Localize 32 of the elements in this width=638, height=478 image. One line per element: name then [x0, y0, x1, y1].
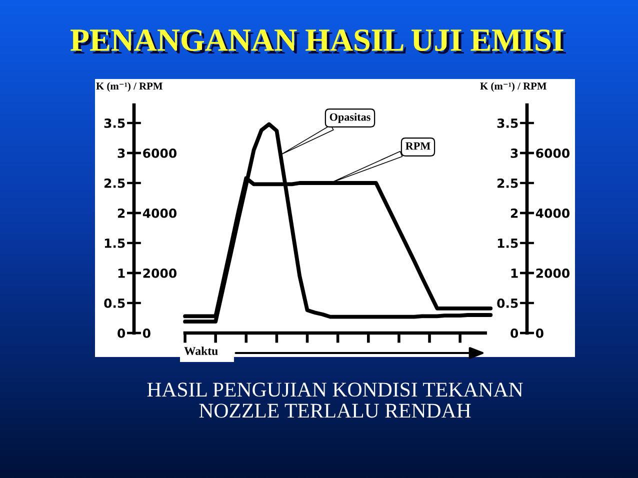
x-axis-title: Waktu: [184, 346, 218, 356]
line-series: [183, 122, 493, 324]
text: 0: [510, 328, 518, 338]
text: 2.5: [498, 178, 518, 188]
y-axis-title: K (m⁻¹) / RPM: [96, 82, 162, 92]
text: 0.5: [497, 298, 518, 308]
text: 3: [510, 148, 518, 158]
y-tick-label: 3.5: [104, 118, 125, 128]
y2-axis-title: K (m⁻¹) / RPM: [480, 82, 546, 92]
text: 1.5: [498, 238, 518, 248]
text: HASIL PENGUJIAN KONDISI TEKANAN NOZZLE TERLALU RENDAH: [147, 382, 523, 418]
text: 4000: [142, 208, 177, 218]
y-tick-label: 1.5: [104, 238, 125, 248]
y-tick-label: 3: [118, 148, 125, 158]
y-tick-label: 2.5: [104, 178, 125, 188]
chart-title: PENANGANAN HASIL UJI EMISI: [70, 30, 566, 54]
y2-tick-label: 6000: [536, 148, 570, 158]
text: Opasitas: [330, 112, 370, 124]
text: 2000: [143, 268, 177, 278]
text: 6000: [143, 148, 177, 158]
text: 2: [510, 208, 518, 218]
y-tick-label: 0: [118, 328, 126, 338]
y-tick-label: 2: [118, 208, 125, 218]
text: 3.5: [497, 118, 518, 128]
y2-tick-label: 4000: [536, 208, 570, 218]
text: RPM: [406, 142, 430, 150]
y2-tick-label: 0: [536, 328, 544, 338]
text: 1: [511, 268, 518, 278]
y-tick-label: 0.5: [104, 298, 125, 308]
y2-tick-label: 2000: [536, 268, 570, 278]
text: 0: [142, 328, 150, 338]
y-tick-label: 1: [118, 268, 125, 278]
